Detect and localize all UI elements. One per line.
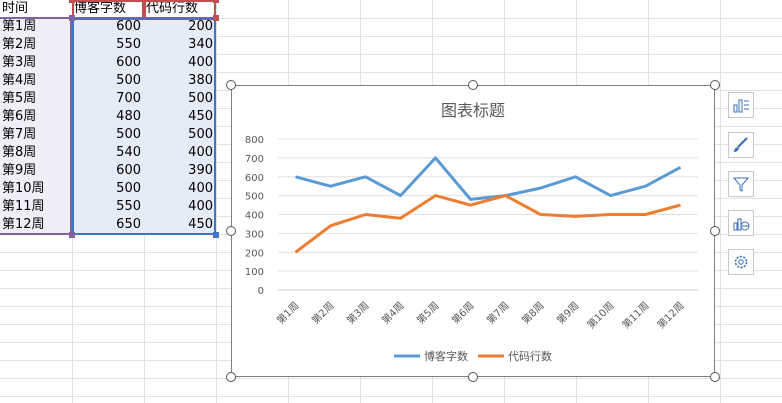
header-cell-code-lines[interactable]: 代码行数 (146, 1, 199, 16)
chart-filters-icon (732, 177, 750, 192)
cell-blog-words[interactable]: 600 (116, 19, 141, 34)
selection-handle[interactable] (69, 232, 75, 238)
cell-week[interactable]: 第11周 (2, 199, 45, 214)
x-tick-label: 第11周 (619, 299, 651, 331)
cell-code-lines[interactable]: 400 (188, 55, 213, 70)
x-tick-label: 第3周 (344, 299, 372, 327)
series-line-blog-words (295, 156, 682, 201)
cell-week[interactable]: 第4周 (2, 73, 37, 88)
x-tick-label: 第12周 (654, 299, 686, 331)
resize-handle-top[interactable] (468, 80, 478, 90)
cell-code-lines[interactable]: 200 (188, 19, 213, 34)
y-tick-label: 200 (245, 248, 264, 259)
cell-code-lines[interactable]: 400 (188, 145, 213, 160)
cell-week[interactable]: 第3周 (2, 55, 37, 70)
resize-handle-right[interactable] (710, 226, 720, 236)
x-tick-label: 第4周 (379, 299, 407, 327)
chart-elements-button[interactable] (728, 92, 754, 118)
resize-handle-left[interactable] (226, 226, 236, 236)
legend-label-blog-words: 博客字数 (424, 349, 468, 363)
cell-code-lines[interactable]: 390 (188, 163, 213, 178)
cell-week[interactable]: 第1周 (2, 19, 37, 34)
chart-settings-icon (734, 255, 748, 269)
cell-blog-words[interactable]: 650 (116, 217, 141, 232)
selection-border-time (0, 17, 72, 235)
selection-handle[interactable] (69, 15, 75, 21)
cell-week[interactable]: 第12周 (2, 217, 45, 232)
selection-handle[interactable] (213, 0, 219, 3)
cell-blog-words[interactable]: 550 (116, 199, 141, 214)
selection-handle[interactable] (213, 15, 219, 21)
line-chart[interactable]: 图表标题 0 100 200 300 400 500 600 700 800 第1周 第2周 第3周第… (231, 85, 715, 377)
chart-layout-icon (733, 218, 750, 231)
cell-week[interactable]: 第6周 (2, 109, 37, 124)
x-tick-label: 第9周 (554, 299, 582, 327)
cell-code-lines[interactable]: 500 (188, 91, 213, 106)
cell-blog-words[interactable]: 600 (116, 163, 141, 178)
resize-handle-top-right[interactable] (710, 80, 720, 90)
chart-elements-icon (733, 99, 749, 113)
y-tick-label: 400 (245, 211, 264, 222)
selection-handle[interactable] (69, 0, 75, 3)
cell-code-lines[interactable]: 400 (188, 181, 213, 196)
cell-week[interactable]: 第7周 (2, 127, 37, 142)
cell-week[interactable]: 第2周 (2, 37, 37, 52)
cell-code-lines[interactable]: 400 (188, 199, 213, 214)
selection-border-data (72, 18, 216, 235)
selection-border-blog-header (72, 0, 144, 19)
cell-blog-words[interactable]: 500 (116, 73, 141, 88)
chart-title[interactable]: 图表标题 (441, 101, 505, 120)
cell-week[interactable]: 第8周 (2, 145, 37, 160)
resize-handle-top-left[interactable] (226, 80, 236, 90)
x-tick-label: 第10周 (584, 299, 616, 331)
cell-code-lines[interactable]: 340 (188, 37, 213, 52)
y-tick-label: 300 (245, 229, 264, 240)
y-tick-label: 100 (245, 267, 264, 278)
x-tick-label: 第8周 (519, 299, 547, 327)
cell-code-lines[interactable]: 500 (188, 127, 213, 142)
x-tick-label: 第1周 (274, 299, 302, 327)
cell-week[interactable]: 第5周 (2, 91, 37, 106)
series-line-code-lines (294, 194, 681, 254)
resize-handle-bottom-left[interactable] (226, 372, 236, 382)
cell-blog-words[interactable]: 700 (116, 91, 141, 106)
cell-blog-words[interactable]: 500 (116, 127, 141, 142)
x-tick-label: 第2周 (309, 299, 337, 327)
selection-border-code-header (144, 0, 216, 19)
cell-blog-words[interactable]: 550 (116, 37, 141, 52)
cell-code-lines[interactable]: 450 (188, 217, 213, 232)
chart-layout-button[interactable] (728, 210, 754, 236)
chart-filters-button[interactable] (728, 171, 754, 197)
x-tick-label: 第6周 (449, 299, 477, 327)
y-tick-label: 0 (258, 286, 264, 297)
chart-settings-button[interactable] (728, 249, 754, 275)
selection-fill-data (72, 18, 216, 235)
resize-handle-bottom[interactable] (468, 372, 478, 382)
cell-week[interactable]: 第10周 (2, 181, 45, 196)
y-tick-label: 600 (245, 173, 264, 184)
selection-handle[interactable] (213, 232, 219, 238)
x-tick-label: 第5周 (414, 299, 442, 327)
cell-blog-words[interactable]: 540 (116, 145, 141, 160)
cell-week[interactable]: 第9周 (2, 163, 37, 178)
header-cell-time[interactable]: 时间 (2, 1, 29, 16)
y-tick-label: 700 (245, 154, 264, 165)
x-tick-label: 第7周 (484, 299, 512, 327)
header-cell-blog-words[interactable]: 博客字数 (74, 1, 127, 16)
legend-label-code-lines: 代码行数 (508, 350, 552, 363)
cell-blog-words[interactable]: 480 (116, 109, 141, 124)
resize-handle-bottom-right[interactable] (710, 372, 720, 382)
cell-code-lines[interactable]: 380 (188, 73, 213, 88)
cell-blog-words[interactable]: 500 (116, 181, 141, 196)
chart-styles-icon (734, 137, 748, 152)
chart-styles-button[interactable] (728, 132, 754, 158)
selection-fill-time (0, 18, 72, 235)
y-tick-label: 800 (245, 135, 264, 146)
chart-plot: 图表标题 0100200300400500600700800第1周 第2周 第3周第… (245, 101, 698, 363)
cell-blog-words[interactable]: 600 (116, 55, 141, 70)
y-tick-label: 500 (245, 192, 264, 203)
cell-code-lines[interactable]: 450 (188, 109, 213, 124)
